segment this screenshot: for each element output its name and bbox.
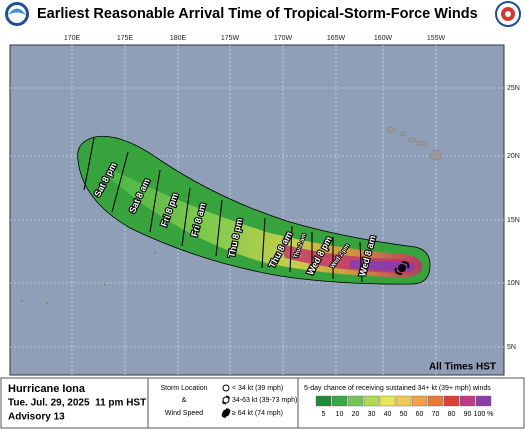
storm-symbol: [394, 261, 410, 275]
legend-title: 5-day chance of receiving sustained 34+ …: [304, 385, 491, 392]
latitude-label: 5N: [507, 344, 516, 351]
longitude-labels: 170E 175E 180E 175W 170W 165W 160W 155W: [64, 35, 446, 42]
legend-label: 80: [448, 411, 456, 418]
latitude-label: 15N: [507, 217, 520, 224]
latitude-label: 20N: [507, 153, 520, 160]
advisory-number: Advisory 13: [8, 412, 65, 423]
legend-label: 40: [384, 411, 392, 418]
key-title: &: [182, 397, 187, 404]
legend-label: 20: [352, 411, 360, 418]
legend-swatch: [315, 395, 332, 407]
key-item: 34-63 kt (39-73 mph): [232, 397, 297, 404]
longitude-label: 175E: [117, 35, 134, 42]
probability-swath: [77, 135, 431, 285]
legend-swatch: [331, 395, 348, 407]
key-symbols: [221, 384, 231, 418]
longitude-label: 170W: [274, 35, 293, 42]
probability-legend: 5 10 20 30 40 50 60 70 80 90 100 %: [315, 395, 494, 418]
legend-swatch: [427, 395, 444, 407]
legend-label: 50: [400, 411, 408, 418]
longitude-label: 175W: [221, 35, 240, 42]
legend-label: 60: [416, 411, 424, 418]
latitude-labels: 25N 20N 15N 10N 5N: [507, 85, 520, 351]
legend-label: 30: [368, 411, 376, 418]
title-bar: [0, 0, 525, 30]
longitude-label: 170E: [64, 35, 81, 42]
time-note: All Times HST: [429, 362, 496, 373]
longitude-label: 160W: [374, 35, 393, 42]
legend-swatch: [443, 395, 460, 407]
longitude-label: 155W: [427, 35, 446, 42]
legend-swatch: [475, 395, 492, 407]
key-title: Storm Location: [160, 385, 207, 392]
title: Earliest Reasonable Arrival Time of Trop…: [37, 6, 478, 22]
legend-label: 100 %: [474, 411, 494, 418]
legend-swatch: [395, 395, 412, 407]
legend-label: 10: [336, 411, 344, 418]
longitude-label: 165W: [327, 35, 346, 42]
legend-label: 70: [432, 411, 440, 418]
key-item: < 34 kt (39 mph): [232, 385, 283, 392]
islands: [20, 127, 443, 305]
noaa-logo: [5, 2, 29, 26]
legend-swatch: [411, 395, 428, 407]
key-item: ≥ 64 kt (74 mph): [232, 410, 283, 417]
nws-logo: [495, 1, 521, 27]
latitude-label: 10N: [507, 280, 520, 287]
legend-swatch: [379, 395, 396, 407]
legend-label: 90: [464, 411, 472, 418]
longitude-label: 180E: [170, 35, 187, 42]
legend-swatch: [347, 395, 364, 407]
legend-swatch: [459, 395, 476, 407]
legend-swatch: [363, 395, 380, 407]
advisory-date: Tue. Jul. 29, 2025 11 pm HST: [8, 398, 146, 409]
latitude-label: 25N: [507, 85, 520, 92]
storm-name: Hurricane Iona: [8, 383, 86, 395]
key-title: Wind Speed: [165, 410, 203, 417]
legend-label: 5: [322, 411, 326, 418]
